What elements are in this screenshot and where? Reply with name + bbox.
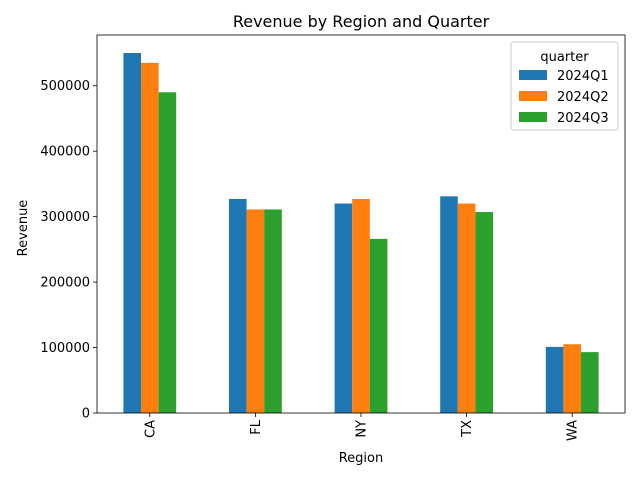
bar-CA-2024Q1 bbox=[123, 53, 141, 413]
legend-swatch-2024Q3 bbox=[519, 112, 547, 122]
bar-NY-2024Q1 bbox=[334, 203, 353, 413]
bar-NY-2024Q2 bbox=[352, 198, 370, 413]
x-axis-label: Region bbox=[339, 451, 384, 466]
bar-CA-2024Q2 bbox=[141, 62, 159, 413]
y-tick-label: 200000 bbox=[40, 276, 90, 291]
legend-title: quarter bbox=[540, 50, 589, 65]
legend-swatch-2024Q1 bbox=[519, 70, 547, 80]
legend-swatch-2024Q2 bbox=[519, 91, 547, 101]
x-tick-label-FL: FL bbox=[249, 419, 264, 434]
x-tick-label-WA: WA bbox=[566, 420, 581, 441]
bar-TX-2024Q3 bbox=[475, 212, 493, 413]
bars-group bbox=[123, 53, 599, 414]
bar-FL-2024Q3 bbox=[264, 209, 282, 413]
y-tick-label: 400000 bbox=[40, 145, 90, 160]
legend-label-2024Q1: 2024Q1 bbox=[557, 69, 609, 84]
axes-group: 0 100000 200000 300000 400000 500000 CA FL NY TX W… bbox=[40, 34, 626, 441]
bar-WA-2024Q1 bbox=[545, 346, 564, 413]
bar-TX-2024Q2 bbox=[457, 203, 476, 413]
y-tick-label: 300000 bbox=[40, 210, 90, 225]
y-tick-label: 100000 bbox=[40, 341, 90, 356]
x-tick-label-TX: TX bbox=[460, 420, 475, 438]
y-tick-label: 500000 bbox=[40, 79, 90, 94]
legend-label-2024Q2: 2024Q2 bbox=[557, 90, 609, 105]
x-tick-label-NY: NY bbox=[355, 420, 370, 438]
bar-NY-2024Q3 bbox=[369, 238, 388, 413]
y-axis-label: Revenue bbox=[16, 200, 31, 257]
legend-label-2024Q3: 2024Q3 bbox=[557, 111, 609, 126]
bar-WA-2024Q3 bbox=[581, 352, 599, 413]
legend-box bbox=[510, 41, 619, 131]
bar-FL-2024Q1 bbox=[229, 198, 247, 413]
legend: quarter 2024Q1 2024Q2 2024Q3 bbox=[510, 41, 619, 131]
bar-WA-2024Q2 bbox=[563, 344, 581, 413]
bar-CA-2024Q3 bbox=[158, 92, 177, 414]
bar-TX-2024Q1 bbox=[440, 196, 458, 413]
y-tick-label: 0 bbox=[82, 407, 90, 422]
chart-title: Revenue by Region and Quarter bbox=[233, 12, 490, 31]
x-tick-label-CA: CA bbox=[143, 420, 158, 438]
bar-FL-2024Q2 bbox=[246, 209, 265, 413]
